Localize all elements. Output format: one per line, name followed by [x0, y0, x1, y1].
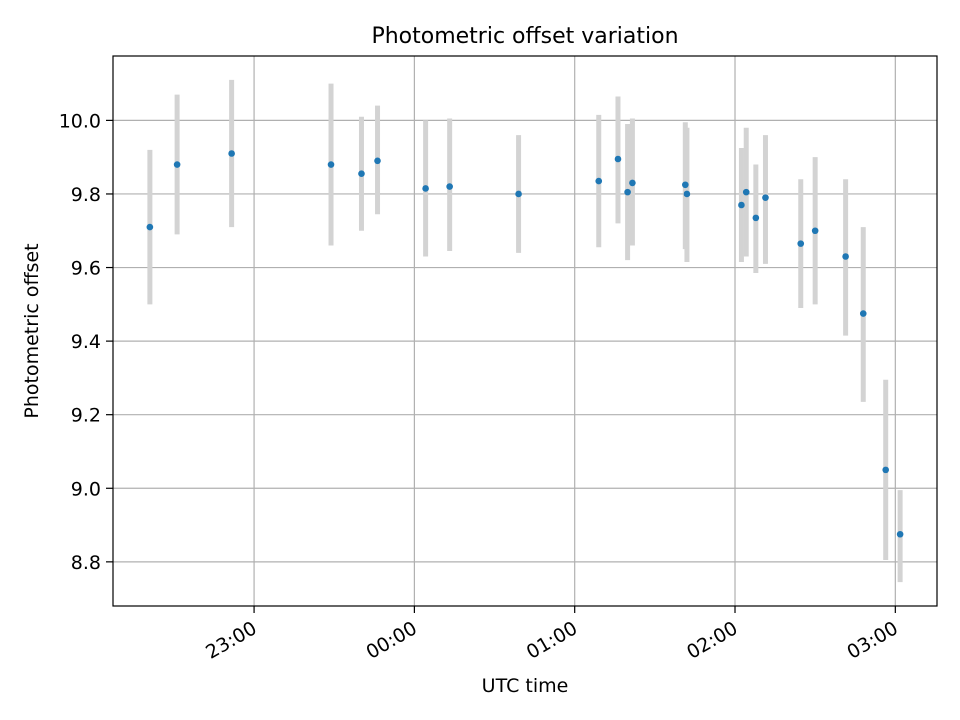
data-point [595, 177, 603, 185]
data-point [446, 183, 453, 190]
data-point [422, 185, 429, 192]
y-tick-label: 9.6 [71, 258, 101, 280]
y-tick-label: 9.2 [71, 405, 101, 427]
data-point [374, 157, 381, 165]
data-point [683, 190, 691, 198]
y-tick-label: 9.8 [71, 184, 101, 206]
data-point [358, 170, 365, 178]
data-point [742, 188, 750, 196]
data-point [327, 161, 335, 168]
data-points [146, 150, 904, 538]
data-point [738, 201, 745, 209]
y-tick-label: 10.0 [59, 110, 101, 132]
data-point [882, 466, 890, 474]
plot-frame [112, 55, 938, 607]
data-point [762, 194, 769, 201]
chart-title: Photometric offset variation [371, 24, 678, 49]
data-point [896, 530, 904, 538]
grid [113, 56, 937, 606]
data-point [614, 155, 622, 163]
data-point [842, 253, 849, 260]
data-point [629, 179, 636, 187]
data-point [797, 240, 805, 247]
data-point [624, 188, 631, 196]
y-tick-label: 8.8 [71, 552, 101, 574]
data-point [859, 310, 867, 317]
y-tick-label: 9.0 [71, 478, 101, 500]
data-point [515, 190, 522, 198]
y-tick-label: 9.4 [71, 331, 101, 353]
y-axis-ticks: 8.8 9.0 9.2 9.4 9.6 9.8 10.0 [59, 110, 113, 574]
data-point [146, 223, 154, 231]
data-point [682, 181, 689, 189]
x-axis-label: UTC time [482, 675, 569, 697]
data-point [173, 161, 181, 168]
data-point [228, 150, 235, 157]
data-point [752, 214, 760, 222]
y-axis-label: Photometric offset [21, 243, 43, 418]
data-point [811, 227, 819, 235]
